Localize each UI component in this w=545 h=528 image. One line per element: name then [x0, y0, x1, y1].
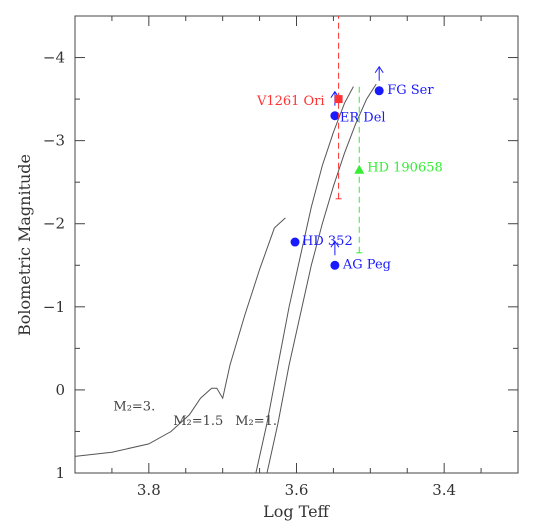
point-marker: [290, 237, 300, 247]
point-label: FG Ser: [387, 83, 434, 98]
x-tick-label: 3.6: [285, 481, 309, 499]
evolutionary-tracks: M₂=3. M₂=1.5 M₂=1.: [74, 83, 377, 474]
point-label: HD 190658: [367, 161, 443, 176]
point-label: ER Del: [340, 111, 386, 126]
track-line: [266, 83, 377, 474]
point-label: AG Peg: [342, 257, 391, 272]
point-marker: [330, 260, 340, 270]
point-marker: [330, 111, 340, 121]
point-label: V1261 Ori: [256, 94, 325, 109]
y-tick-label: 1: [55, 464, 65, 482]
y-tick-label: 0: [55, 381, 65, 399]
track-label: M₂=1.: [235, 414, 277, 429]
y-tick-label: −3: [43, 132, 65, 150]
y-axis-title: Bolometric Magnitude: [15, 154, 34, 336]
y-tick-label: −4: [43, 49, 65, 67]
point-marker: [354, 164, 365, 174]
track-line: [74, 217, 286, 457]
axis-ticks: 3.8 3.6 3.4 −4 −3 −2 −1 0 1: [43, 15, 519, 499]
point-label: HD 352: [302, 234, 353, 249]
track-label: M₂=3.: [113, 400, 155, 415]
y-tick-label: −1: [43, 298, 65, 316]
track-label: M₂=1.5: [173, 414, 223, 429]
upper-limit-arrowhead: [374, 65, 384, 74]
x-tick-label: 3.8: [137, 481, 161, 499]
x-axis-title: Log Teff: [263, 502, 330, 521]
upper-limit-arrowhead: [330, 240, 340, 248]
point-marker: [374, 86, 384, 96]
x-tick-label: 3.4: [432, 481, 456, 499]
y-tick-label: −2: [43, 215, 65, 233]
point-marker: [334, 95, 343, 104]
